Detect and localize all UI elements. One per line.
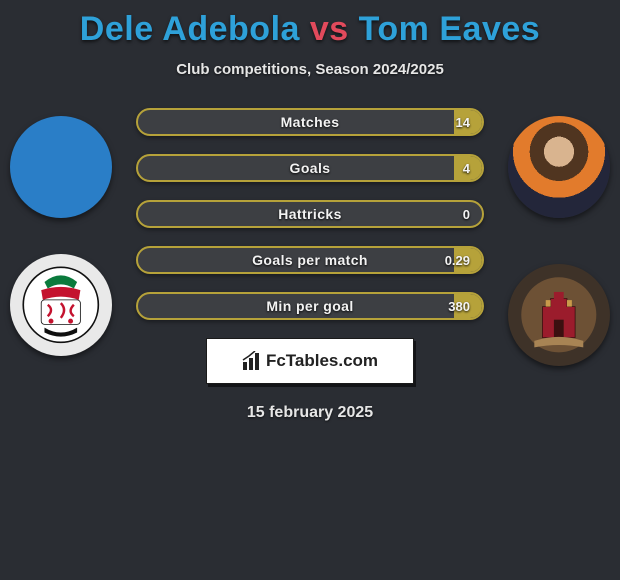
stat-label: Goals per match xyxy=(138,248,482,272)
stat-bars: Matches14 Goals4 Hattricks0 Goals per match… xyxy=(136,104,484,320)
stat-value-right: 14 xyxy=(456,110,470,134)
stat-row-goals-per-match: Goals per match0.29 xyxy=(136,246,484,274)
stat-label: Matches xyxy=(138,110,482,134)
stat-row-hattricks: Hattricks0 xyxy=(136,200,484,228)
player2-club-crest xyxy=(508,264,610,366)
date: 15 february 2025 xyxy=(0,404,620,422)
stat-row-goals: Goals4 xyxy=(136,154,484,182)
player1-club-crest xyxy=(10,254,112,356)
stat-label: Goals xyxy=(138,156,482,180)
northampton-crest-icon xyxy=(518,274,600,356)
chart-icon xyxy=(242,351,262,371)
stat-value-right: 0.29 xyxy=(445,248,470,272)
stat-row-min-per-goal: Min per goal380 xyxy=(136,292,484,320)
player2-avatar xyxy=(508,116,610,218)
comparison-content: Matches14 Goals4 Hattricks0 Goals per match… xyxy=(0,104,620,422)
stat-value-right: 380 xyxy=(448,294,470,318)
stat-label: Min per goal xyxy=(138,294,482,318)
stat-value-right: 4 xyxy=(463,156,470,180)
page-title: Dele Adebola vs Tom Eaves xyxy=(0,0,620,49)
subtitle: Club competitions, Season 2024/2025 xyxy=(0,61,620,78)
player1-avatar xyxy=(10,116,112,218)
stat-row-matches: Matches14 xyxy=(136,108,484,136)
title-vs: vs xyxy=(310,10,349,48)
stat-label: Hattricks xyxy=(138,202,482,226)
title-player1: Dele Adebola xyxy=(80,10,300,48)
title-player2: Tom Eaves xyxy=(359,10,541,48)
brand-text: FcTables.com xyxy=(266,351,378,371)
wrexham-crest-icon xyxy=(20,264,102,346)
stat-value-right: 0 xyxy=(463,202,470,226)
brand-box[interactable]: FcTables.com xyxy=(206,338,414,384)
